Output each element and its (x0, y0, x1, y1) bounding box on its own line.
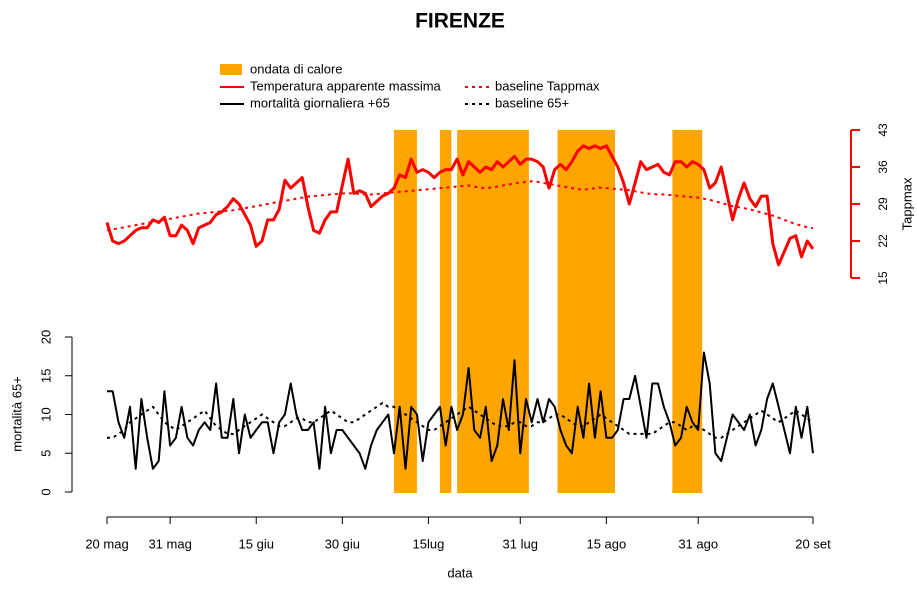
series-line (107, 351, 814, 470)
x-axis-label: data (447, 565, 473, 580)
x-tick-label: 15lug (413, 536, 445, 551)
x-tick-label: 31 mag (148, 536, 191, 551)
legend-label: ondata di calore (250, 61, 343, 76)
y2-tick-label: 22 (876, 234, 890, 248)
y-axis-label: mortalità 65+ (9, 376, 24, 452)
legend-label: baseline 65+ (495, 95, 569, 110)
legend-label: baseline Tappmax (495, 78, 600, 93)
y2-tick-label: 43 (876, 123, 890, 137)
heatwave-band (439, 130, 452, 493)
y-tick-label: 15 (38, 369, 53, 383)
y2-tick-label: 29 (876, 197, 890, 211)
heatwave-band (672, 130, 703, 493)
y-tick-label: 5 (38, 450, 53, 457)
y2-tick-label: 15 (876, 271, 890, 285)
series-line (106, 180, 814, 232)
x-tick-label: 15 giu (239, 536, 274, 551)
y-tick-label: 10 (38, 407, 53, 421)
x-tick-label: 31 lug (503, 536, 538, 551)
legend-label: mortalità giornaliera +65 (250, 95, 390, 110)
x-tick-label: 20 set (795, 536, 831, 551)
y2-axis-label: Tappmax (899, 177, 914, 230)
heatwave-band (457, 130, 529, 493)
heatwave-band (393, 130, 417, 493)
chart-title: FIRENZE (415, 10, 505, 33)
y-tick-label: 20 (38, 330, 53, 344)
series-line (105, 144, 815, 267)
x-tick-label: 30 giu (325, 536, 360, 551)
y2-tick-label: 36 (876, 160, 890, 174)
x-tick-label: 20 mag (85, 536, 128, 551)
x-tick-label: 15 ago (586, 536, 626, 551)
legend-label: Temperatura apparente massima (250, 78, 442, 93)
legend-swatch (220, 64, 242, 75)
series-line (107, 401, 814, 439)
y-tick-label: 0 (38, 488, 53, 495)
x-tick-label: 31 ago (678, 536, 718, 551)
